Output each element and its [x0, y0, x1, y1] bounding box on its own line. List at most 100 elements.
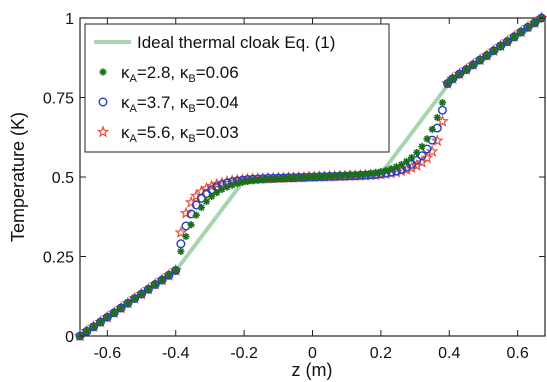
star-marker-point	[172, 266, 180, 275]
circle-marker-point	[82, 326, 92, 336]
circle-marker-point	[109, 308, 119, 318]
star-marker-point	[517, 28, 525, 36]
y-axis-ticks: 0 0.25 0.5 0.75 1	[43, 11, 545, 346]
circle-marker-point	[89, 322, 99, 332]
legend-pentagram-marker	[96, 125, 110, 138]
sub-b: B	[188, 103, 195, 115]
legend: Ideal thermal cloak Eq. (1) κA=2.8, κB=0…	[84, 23, 390, 153]
y-tick-label: 0.5	[52, 170, 74, 187]
star-marker-point	[462, 65, 470, 74]
x-tick-label: -0.2	[230, 345, 258, 362]
circle-marker-point	[437, 105, 447, 115]
circle-marker-point	[482, 51, 492, 61]
x-tick-label: 0.4	[438, 345, 460, 362]
legend-pentagram-swatch	[96, 125, 110, 138]
circle-marker-point	[116, 303, 126, 313]
star-marker-point	[531, 19, 539, 27]
pentagram-marker-point	[410, 158, 424, 171]
star-marker-point	[182, 232, 190, 241]
star-marker-point	[117, 304, 125, 312]
star-marker-point	[449, 75, 457, 83]
star-marker-point	[476, 56, 484, 64]
star-marker-point	[131, 294, 139, 303]
circle-marker-point	[422, 144, 432, 154]
legend-label-ideal: Ideal thermal cloak Eq. (1)	[137, 33, 335, 52]
star-marker-point	[165, 271, 173, 279]
star-marker-point	[233, 180, 241, 188]
sub-a: A	[130, 103, 138, 115]
circle-marker-point	[516, 27, 526, 37]
star-marker-point	[158, 276, 166, 284]
star-marker-point	[192, 211, 200, 219]
legend-circle-swatch	[98, 97, 108, 107]
x-tick-label: -0.6	[94, 345, 122, 362]
circle-marker-point	[150, 279, 160, 289]
star-marker-point	[413, 148, 421, 157]
sub-b: B	[188, 133, 195, 145]
legend-entry-ideal: Ideal thermal cloak Eq. (1)	[94, 33, 335, 52]
kappa-a: κ	[121, 123, 130, 142]
star-marker-point	[177, 247, 185, 256]
pentagram-marker-point	[174, 225, 188, 239]
circle-marker-point	[461, 65, 471, 75]
val-a: =2.8,	[137, 63, 180, 82]
star-marker-point	[483, 51, 491, 60]
kappa-b: κ	[180, 123, 189, 142]
star-marker-point	[443, 79, 452, 88]
pentagram-marker-point	[425, 144, 439, 157]
star-marker-point	[356, 170, 364, 178]
pentagram-marker-point	[179, 206, 193, 219]
y-axis-label: Temperature (K)	[8, 112, 28, 242]
circle-marker-point	[448, 74, 458, 84]
star-marker-point	[423, 135, 431, 143]
y-tick-label: 0.75	[43, 91, 74, 108]
x-axis-label: z (m)	[292, 360, 333, 380]
star-marker-point	[144, 285, 152, 293]
star-marker-point	[218, 185, 226, 194]
circle-marker-point	[130, 293, 140, 303]
kappa-b: κ	[180, 93, 189, 112]
star-marker-point	[503, 37, 511, 46]
pentagram-marker-point	[210, 177, 224, 190]
legend-label-2: κA=2.8, κB=0.06	[121, 63, 239, 85]
star-marker-point	[331, 172, 339, 180]
circle-marker-point	[530, 18, 540, 28]
circle-marker-point	[523, 22, 533, 32]
star-marker-point	[295, 174, 303, 182]
circle-marker-point	[96, 317, 106, 327]
val-a: =5.6,	[137, 123, 180, 142]
circle-marker-point	[137, 289, 147, 299]
star-marker-point	[187, 221, 195, 229]
legend-star-swatch	[99, 68, 107, 76]
series-star-markers	[76, 14, 546, 340]
circle-marker-point	[164, 270, 174, 280]
star-marker-point	[208, 192, 216, 200]
circle-marker-point	[537, 13, 547, 23]
star-marker-point	[124, 299, 132, 307]
kappa-a: κ	[121, 63, 130, 82]
star-marker-point	[336, 171, 344, 180]
val-a: =3.7,	[137, 93, 180, 112]
legend-entry-4: κA=5.6, κB=0.03	[96, 123, 239, 145]
circle-marker-point	[176, 239, 186, 249]
star-marker-point	[151, 280, 159, 289]
star-marker-point	[110, 309, 118, 317]
legend-circle-marker	[98, 97, 108, 107]
star-marker-point	[402, 157, 411, 166]
y-tick-label: 0.25	[43, 250, 74, 267]
star-marker-point	[90, 323, 98, 331]
star-marker-point	[433, 113, 441, 122]
circle-marker-point	[143, 284, 153, 294]
star-marker-point	[290, 174, 298, 182]
circle-marker-point	[502, 37, 512, 47]
y-tick-label: 0	[65, 329, 74, 346]
val-b: =0.04	[196, 93, 239, 112]
star-marker-point	[96, 318, 105, 326]
circle-marker-point	[412, 155, 422, 165]
x-tick-label: 0.6	[507, 345, 529, 362]
legend-star-marker	[99, 68, 107, 76]
star-marker-point	[469, 61, 477, 69]
circle-marker-point	[496, 41, 506, 51]
val-b: =0.03	[196, 123, 239, 142]
star-marker-point	[428, 125, 436, 133]
